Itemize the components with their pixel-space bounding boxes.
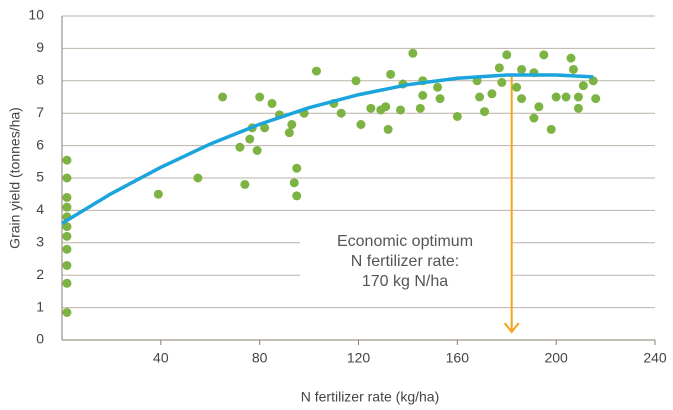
point [546, 124, 556, 134]
x-tick-label: 80 [252, 350, 268, 366]
y-tick-label: 8 [36, 72, 44, 88]
y-tick-label: 9 [36, 39, 44, 55]
point [62, 244, 72, 254]
y-tick-label: 1 [36, 298, 44, 314]
x-tick-label: 200 [544, 350, 568, 366]
y-tick-label: 5 [36, 169, 44, 185]
annotation-text: Economic optimum [337, 233, 473, 250]
y-tick-label: 2 [36, 266, 44, 282]
point [487, 89, 497, 99]
point [497, 77, 507, 87]
y-axis-label: Grain yield (tonnes/ha) [7, 107, 23, 249]
point [351, 76, 361, 86]
y-tick-label: 4 [36, 201, 44, 217]
point [591, 94, 601, 104]
point [502, 50, 512, 60]
point [366, 103, 376, 113]
y-tick-label: 3 [36, 234, 44, 250]
y-tick-label: 7 [36, 104, 44, 120]
point [336, 108, 346, 118]
point [284, 128, 294, 138]
point [62, 260, 72, 270]
point [240, 179, 250, 189]
point [218, 92, 228, 102]
point [578, 81, 588, 91]
point [551, 92, 561, 102]
x-axis-label: N fertilizer rate (kg/ha) [301, 389, 439, 405]
point [529, 113, 539, 123]
point [408, 48, 418, 58]
point [235, 142, 245, 152]
point [289, 178, 299, 188]
annotation-text: N fertilizer rate: [351, 253, 459, 270]
point [435, 94, 445, 104]
y-tick-label: 0 [36, 331, 44, 347]
point [62, 307, 72, 317]
point [62, 222, 72, 232]
x-tick-label: 40 [153, 350, 169, 366]
x-tick-label: 120 [347, 350, 371, 366]
point [386, 69, 396, 79]
point [62, 202, 72, 212]
point [383, 124, 393, 134]
x-tick-label: 160 [446, 350, 470, 366]
point [494, 63, 504, 73]
point [292, 191, 302, 201]
point [62, 231, 72, 241]
annotation-box [300, 228, 512, 294]
y-tick-label: 6 [36, 136, 44, 152]
point [517, 64, 527, 74]
fit-curve [61, 73, 594, 225]
point [252, 145, 262, 155]
point [62, 192, 72, 202]
point [292, 163, 302, 173]
point [356, 120, 366, 130]
point [287, 120, 297, 130]
point [480, 107, 490, 117]
point [381, 102, 391, 112]
point [245, 134, 255, 144]
point [517, 94, 527, 104]
point [153, 189, 163, 199]
point [452, 111, 462, 121]
x-tick-label: 240 [643, 350, 667, 366]
point [396, 105, 406, 115]
point [311, 66, 321, 76]
point [415, 103, 425, 113]
point [539, 50, 549, 60]
point [573, 103, 583, 113]
point [255, 92, 265, 102]
point [62, 173, 72, 183]
point [534, 102, 544, 112]
y-tick-label: 10 [28, 7, 44, 23]
point [62, 155, 72, 165]
arrow-head [503, 322, 520, 334]
point [260, 123, 270, 133]
point [566, 53, 576, 63]
point [267, 98, 277, 108]
point [588, 76, 598, 86]
point [418, 90, 428, 100]
point [512, 82, 522, 92]
point [561, 92, 571, 102]
point [193, 173, 203, 183]
point [62, 278, 72, 288]
annotation: Economic optimum N fertilizer rate: 170 kg… [300, 228, 512, 294]
annotation-text: 170 kg N/ha [362, 273, 448, 290]
point [433, 82, 443, 92]
point [475, 92, 485, 102]
point [573, 92, 583, 102]
point [568, 64, 578, 74]
